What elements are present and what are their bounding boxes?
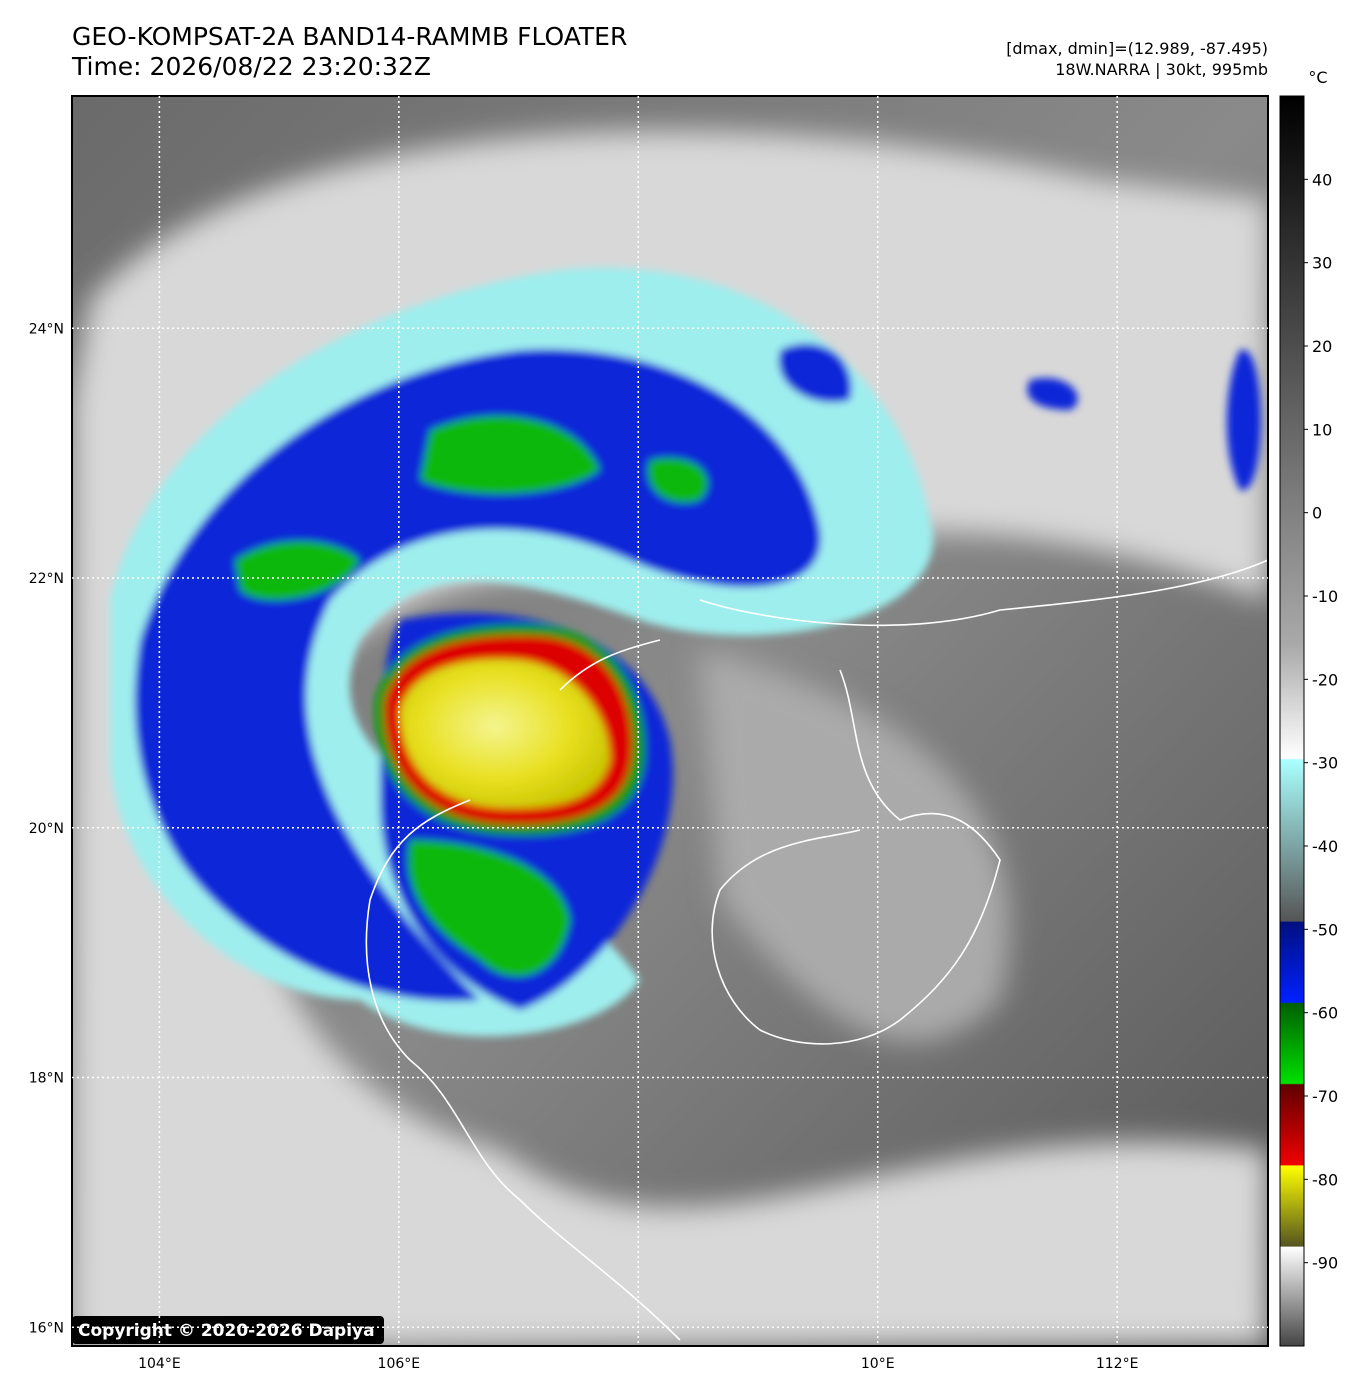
colorbar-label: -40 [1312, 837, 1338, 856]
map-frame [71, 95, 1269, 1347]
storm-info: 18W.NARRA | 30kt, 995mb [1055, 60, 1268, 79]
lat-label: 20°N [29, 821, 64, 837]
lon-label: 104°E [138, 1356, 181, 1372]
colorbar-label: 30 [1312, 254, 1332, 273]
colorbar-label: -10 [1312, 587, 1338, 606]
lat-label: 22°N [29, 571, 64, 587]
satellite-image [72, 96, 1268, 1346]
colorbar-label: -70 [1312, 1087, 1338, 1106]
lat-label: 18°N [29, 1071, 64, 1087]
lat-label: 16°N [29, 1320, 64, 1336]
colorbar-unit: °C [1308, 68, 1327, 87]
lon-label: 106°E [378, 1356, 421, 1372]
colorbar-label: -80 [1312, 1170, 1338, 1189]
lon-label: 112°E [1096, 1356, 1139, 1372]
colorbar-label: 40 [1312, 170, 1332, 189]
lat-label: 24°N [29, 321, 64, 337]
colorbar-label: -30 [1312, 754, 1338, 773]
colorbar-label: 0 [1312, 504, 1322, 523]
colorbar-label: -20 [1312, 670, 1338, 689]
colorbar-label: 20 [1312, 337, 1332, 356]
colorbar-label: -60 [1312, 1004, 1338, 1023]
colorbar [1279, 95, 1305, 1347]
title: GEO-KOMPSAT-2A BAND14-RAMMB FLOATER [72, 22, 627, 51]
range-info: [dmax, dmin]=(12.989, -87.495) [1006, 39, 1268, 58]
colorbar-label: 10 [1312, 420, 1332, 439]
colorbar-label: -90 [1312, 1254, 1338, 1273]
copyright: Copyright © 2020-2026 Dapiya [78, 1321, 375, 1341]
copyright-box [72, 1316, 384, 1344]
colorbar-label: -50 [1312, 920, 1338, 939]
lon-label: 10°E [861, 1356, 895, 1372]
time: Time: 2026/08/22 23:20:32Z [71, 52, 431, 81]
